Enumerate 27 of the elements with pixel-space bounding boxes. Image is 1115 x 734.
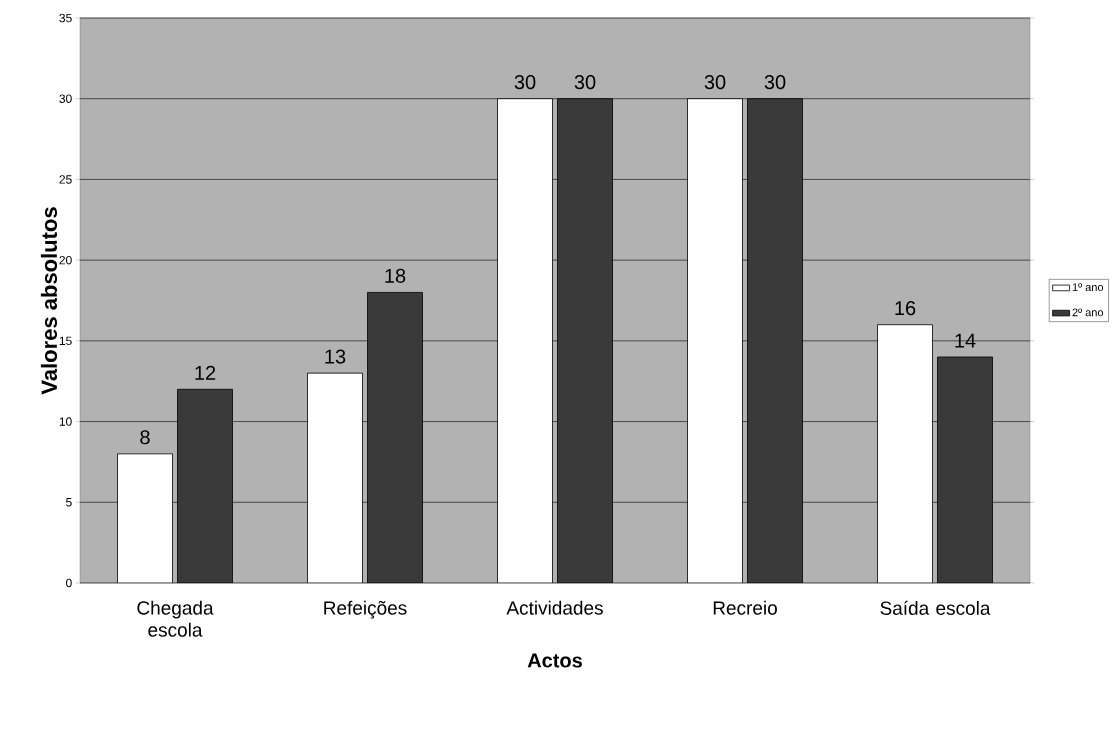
data-label: 30	[574, 75, 596, 90]
x-tick-label: Recreio	[713, 600, 777, 615]
data-label: 16	[895, 301, 916, 316]
y-tick-label: 0	[66, 578, 72, 588]
data-label: 8	[140, 430, 150, 445]
data-label: 30	[764, 75, 786, 90]
y-tick-label: 35	[59, 13, 72, 23]
data-label: 30	[704, 75, 726, 90]
legend-label: 2º ano	[1072, 308, 1104, 317]
data-label: 18	[385, 268, 406, 283]
x-axis-title: Actos	[527, 653, 582, 668]
y-tick-label: 30	[59, 94, 72, 103]
data-label: 12	[195, 365, 216, 380]
x-tick-label: Refeições	[324, 600, 407, 619]
data-label: 13	[325, 349, 346, 364]
x-tick-label: Saída escola	[880, 600, 991, 615]
y-tick-label: 25	[59, 175, 72, 184]
data-label: 14	[955, 333, 976, 348]
y-tick-label: 15	[59, 336, 72, 346]
data-label: 30	[514, 75, 536, 90]
x-tick-label: Actividades	[506, 600, 603, 615]
y-tick-label: 20	[59, 255, 72, 265]
y-tick-label: 5	[66, 498, 72, 507]
x-tick-label: Chegada escola	[137, 600, 214, 637]
y-tick-label: 10	[59, 417, 72, 426]
y-axis-title: Valores absolutos	[40, 207, 58, 395]
legend-label: 1º ano	[1072, 283, 1104, 292]
